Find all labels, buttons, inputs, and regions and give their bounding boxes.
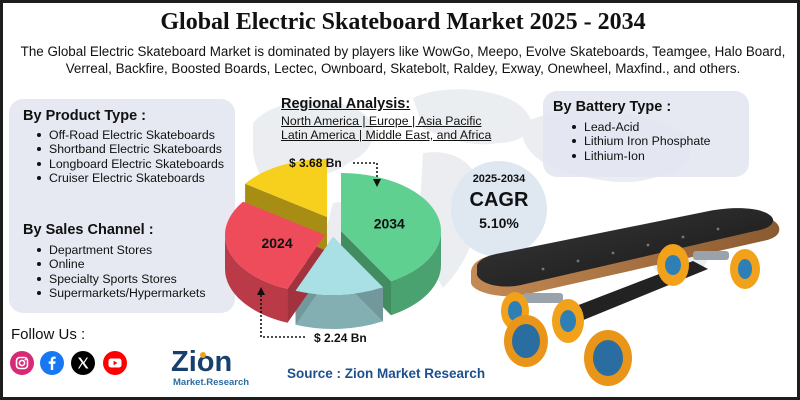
callout-line-2034 — [353, 162, 378, 181]
facebook-icon[interactable] — [40, 351, 64, 375]
market-size-pie-chart: 2034 2024 $ 3.68 Bn $ 2.24 Bn — [224, 156, 441, 345]
list-item: Lead-Acid — [569, 120, 749, 134]
list-item: Off-Road Electric Skateboards — [34, 128, 234, 142]
youtube-icon[interactable] — [103, 351, 127, 375]
pie-slice-2024 — [224, 201, 325, 289]
callout-arrow-2024 — [257, 287, 265, 295]
cagr-label: CAGR — [469, 189, 529, 211]
pie-slice-label: 2034 — [374, 215, 405, 231]
product-type-heading: By Product Type : — [23, 108, 146, 124]
pie-slice-2034-side — [391, 231, 441, 316]
callout-arrow-2034 — [373, 179, 381, 187]
cagr-badge — [451, 161, 547, 257]
sales-channel-heading: By Sales Channel : — [23, 222, 154, 238]
pie-slice-yellow — [245, 159, 327, 217]
regional-analysis-line-1: North America | Europe | Asia Pacific — [281, 114, 482, 128]
logo-subtext: Market.Research — [173, 377, 249, 388]
pie-slice-teal — [295, 237, 383, 296]
instagram-icon[interactable] — [10, 351, 34, 375]
list-item: Longboard Electric Skateboards — [34, 157, 234, 171]
list-item: Supermarkets/Hypermarkets — [34, 286, 234, 300]
value-label-2034: $ 3.68 Bn — [289, 156, 342, 170]
page-title: Global Electric Skateboard Market 2025 -… — [160, 9, 646, 35]
list-item: Lithium-Ion — [569, 149, 749, 163]
battery-type-panel — [543, 91, 749, 177]
pie-slice-2024-side — [225, 235, 288, 323]
x-icon[interactable] — [71, 351, 95, 375]
callout-line-2024 — [260, 293, 305, 338]
follow-us-label: Follow Us : — [11, 326, 86, 343]
battery-type-list: Lead-Acid Lithium Iron Phosphate Lithium… — [569, 120, 749, 163]
product-type-list: Off-Road Electric Skateboards Shortband … — [34, 128, 234, 186]
sales-channel-list: Department Stores Online Specialty Sport… — [34, 243, 234, 301]
left-segment-panel — [9, 99, 235, 313]
regional-analysis-heading: Regional Analysis: — [281, 96, 411, 112]
logo-name: Zion — [171, 346, 232, 378]
cagr-value: 5.10% — [479, 215, 519, 231]
list-item: Lithium Iron Phosphate — [569, 134, 749, 148]
source-credit: Source : Zion Market Research — [287, 366, 486, 381]
pie-slice-2034 — [341, 173, 441, 282]
list-item: Online — [34, 257, 234, 271]
pie-slice-label: 2024 — [261, 235, 292, 251]
list-item: Shortband Electric Skateboards — [34, 142, 234, 156]
zion-logo: Zion Market.Research — [169, 343, 259, 391]
value-label-2024: $ 2.24 Bn — [314, 331, 367, 345]
page-subtitle: The Global Electric Skateboard Market is… — [20, 44, 786, 76]
battery-type-heading: By Battery Type : — [553, 99, 672, 115]
regional-analysis-line-2: Latin America | Middle East, and Africa — [281, 128, 492, 142]
list-item: Department Stores — [34, 243, 234, 257]
skateboard-illustration — [471, 208, 780, 386]
list-item: Specialty Sports Stores — [34, 272, 234, 286]
list-item: Cruiser Electric Skateboards — [34, 171, 234, 185]
cagr-period: 2025-2034 — [472, 173, 526, 185]
